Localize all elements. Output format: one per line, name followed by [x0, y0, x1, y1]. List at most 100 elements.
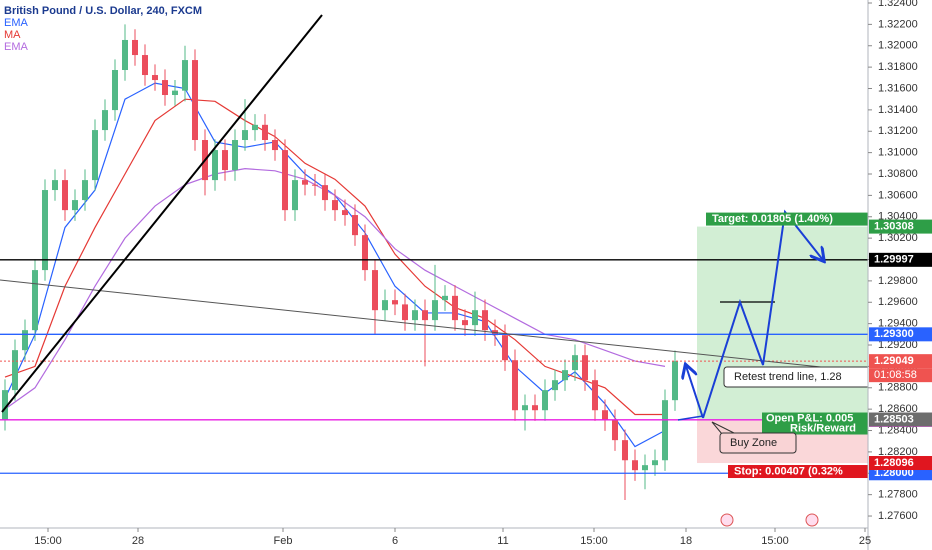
- legend-entry: EMA: [4, 17, 29, 29]
- y-tick-label: 1.30200: [878, 232, 918, 244]
- candle-body: [82, 180, 88, 201]
- y-tick-label: 1.27800: [878, 489, 918, 501]
- price-tag-box: [869, 456, 932, 471]
- candle-body: [572, 355, 578, 371]
- x-tick-label: 15:00: [580, 535, 608, 547]
- candle-body: [102, 110, 108, 131]
- candle-body: [152, 75, 158, 81]
- projection-arrow: [677, 415, 704, 421]
- candle-body: [402, 304, 408, 321]
- candle-body: [602, 410, 608, 421]
- target-label: Target: 0.01805 (1.40%): [712, 213, 833, 225]
- candle-body: [562, 370, 568, 381]
- price-tag-box: [869, 219, 932, 234]
- price-tags: 1.299971.293001.2904901:08:581.285001.28…: [869, 219, 932, 481]
- countdown: 01:08:58: [874, 369, 917, 381]
- y-tick-label: 1.29400: [878, 318, 918, 330]
- event-icon[interactable]: [805, 513, 819, 527]
- y-tick-label: 1.32000: [878, 40, 918, 52]
- candle-body: [312, 184, 318, 186]
- candle-body: [352, 215, 358, 236]
- candle-body: [632, 460, 638, 471]
- candle-body: [112, 70, 118, 111]
- target-label-box: [706, 212, 868, 226]
- y-tick-label: 1.29600: [878, 296, 918, 308]
- candle-body: [372, 270, 378, 311]
- candle-body: [272, 140, 278, 151]
- price-tag-label: 1.29300: [874, 328, 914, 340]
- candle-body: [292, 180, 298, 211]
- candle-body: [662, 400, 668, 461]
- candle-body: [132, 39, 138, 56]
- candle-body: [282, 150, 288, 211]
- y-tick-label: 1.30800: [878, 168, 918, 180]
- candle-body: [512, 360, 518, 411]
- price-tag-label: 1.29049: [874, 355, 914, 367]
- candle-body: [392, 300, 398, 305]
- price-tag-label: 1.28096: [874, 457, 914, 469]
- candle-body: [462, 320, 468, 326]
- x-tick-label: 18: [680, 535, 692, 547]
- price-tag-box: [869, 412, 932, 427]
- candle-body: [362, 235, 368, 271]
- candle-body: [72, 200, 78, 211]
- candle-body: [542, 390, 548, 411]
- stop-label-box: [728, 465, 868, 479]
- candle-body: [62, 180, 68, 211]
- candle-body: [322, 185, 328, 201]
- price-tag-label: 1.28503: [874, 413, 914, 425]
- buy-zone-box: [719, 432, 797, 454]
- candle-body: [122, 39, 128, 71]
- candle-body: [532, 405, 538, 411]
- candle-body: [32, 270, 38, 331]
- candle-body: [502, 335, 508, 361]
- price-tag-box: [869, 252, 932, 267]
- x-tick-label: 25: [859, 535, 871, 547]
- candle-body: [332, 200, 338, 211]
- candle-body: [482, 310, 488, 331]
- candle-body: [442, 295, 448, 301]
- candle-body: [162, 80, 168, 96]
- pnl-label: Open P&L: 0.005: [766, 412, 853, 424]
- pnl-box: [762, 412, 868, 435]
- candle-body: [22, 330, 28, 351]
- x-tick-label: 15:00: [34, 535, 62, 547]
- candle-body: [92, 130, 98, 181]
- y-tick-label: 1.31200: [878, 125, 918, 137]
- levels: [0, 259, 868, 474]
- chart-title: British Pound / U.S. Dollar, 240, FXCM: [4, 5, 202, 17]
- legend: British Pound / U.S. Dollar, 240, FXCM E…: [4, 5, 202, 53]
- y-tick-label: 1.31800: [878, 61, 918, 73]
- countdown-box: [869, 368, 932, 383]
- x-tick-label: 15:00: [761, 535, 789, 547]
- candle-body: [672, 361, 678, 401]
- plot-area: Target: 0.01805 (1.40%) Open P&L: 0.005Ri…: [0, 5, 868, 527]
- candle-body: [652, 460, 658, 466]
- price-tag-box: [869, 327, 932, 342]
- candle-body: [452, 295, 458, 321]
- candle-body: [52, 180, 58, 191]
- y-tick-label: 1.32400: [878, 0, 918, 9]
- candle-body: [2, 390, 8, 420]
- y-tick-label: 1.28400: [878, 424, 918, 436]
- price-tag-label: 1.29997: [874, 254, 914, 266]
- candle-body: [142, 55, 148, 76]
- projection-arrow: [686, 366, 704, 419]
- x-tick-label: Feb: [274, 535, 293, 547]
- y-tick-label: 1.30600: [878, 189, 918, 201]
- stop-label: Stop: 0.00407 (0.32%: [734, 465, 843, 477]
- candle-body: [432, 300, 438, 321]
- candle-body: [412, 310, 418, 321]
- price-tag-label: 1.30308: [874, 220, 914, 232]
- annotations: Target: 0.01805 (1.40%) Open P&L: 0.005Ri…: [706, 212, 868, 479]
- x-tick-label: 11: [497, 535, 508, 547]
- candle-body: [622, 440, 628, 461]
- candles: [2, 24, 678, 500]
- y-tick-label: 1.32200: [878, 18, 918, 30]
- event-icon[interactable]: [720, 513, 734, 527]
- y-tick-label: 1.28600: [878, 403, 918, 415]
- candle-body: [422, 310, 428, 321]
- candle-body: [342, 210, 348, 216]
- price-tag-box: [869, 354, 932, 369]
- candle-body: [642, 465, 648, 471]
